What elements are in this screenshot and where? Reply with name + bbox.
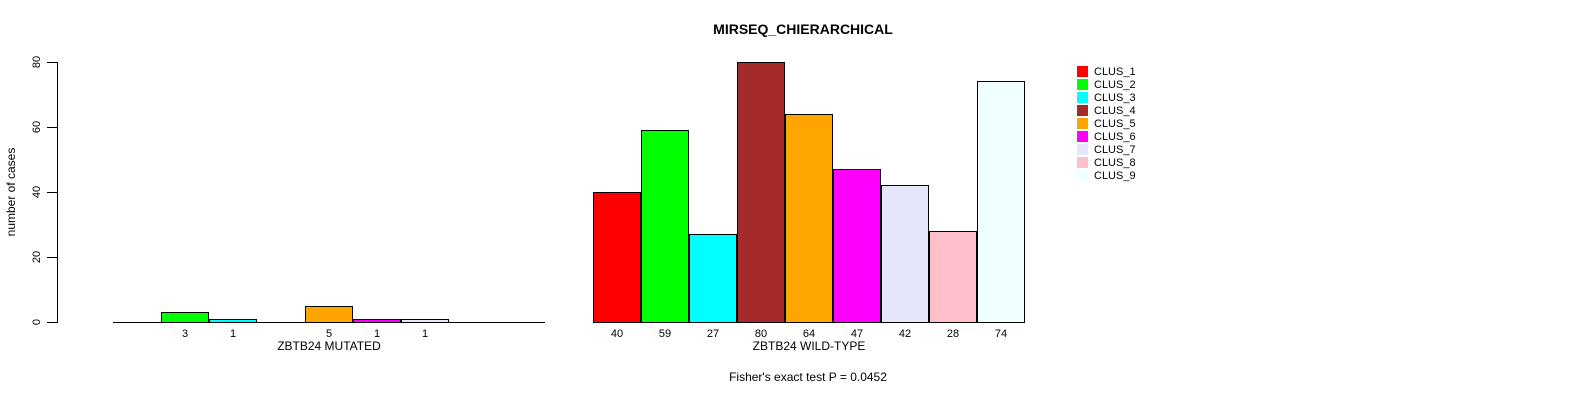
legend-swatch bbox=[1077, 92, 1088, 103]
legend-swatch bbox=[1077, 170, 1088, 181]
bar-value-label: 42 bbox=[898, 328, 912, 340]
annotation-text: Fisher's exact test P = 0.0452 bbox=[729, 370, 887, 384]
bar bbox=[977, 81, 1025, 323]
bar-value-label: 5 bbox=[325, 328, 333, 340]
legend-label: CLUS_1 bbox=[1094, 65, 1136, 78]
bar-value-label: 80 bbox=[754, 328, 768, 340]
bar-value-label: 28 bbox=[946, 328, 960, 340]
bar-value-label: 74 bbox=[994, 328, 1008, 340]
bar bbox=[881, 185, 929, 323]
bar bbox=[785, 114, 833, 323]
legend-label: CLUS_3 bbox=[1094, 91, 1136, 104]
bar-value-label: 1 bbox=[229, 328, 237, 340]
bar-value-label: 27 bbox=[706, 328, 720, 340]
legend-row: CLUS_4 bbox=[1077, 104, 1136, 117]
bar bbox=[689, 234, 737, 323]
group-label: ZBTB24 WILD-TYPE bbox=[752, 339, 866, 353]
bar-value-label: 40 bbox=[610, 328, 624, 340]
y-tick-label: 60 bbox=[31, 120, 43, 134]
bar-value-label: 1 bbox=[373, 328, 381, 340]
bar-value-label: 3 bbox=[181, 328, 189, 340]
legend-label: CLUS_2 bbox=[1094, 78, 1136, 91]
legend-row: CLUS_2 bbox=[1077, 78, 1136, 91]
bar bbox=[593, 192, 641, 323]
bar bbox=[641, 130, 689, 323]
legend-row: CLUS_7 bbox=[1077, 143, 1136, 156]
group-label: ZBTB24 MUTATED bbox=[277, 339, 381, 353]
y-tick-mark bbox=[47, 127, 57, 128]
legend-swatch bbox=[1077, 144, 1088, 155]
legend-row: CLUS_3 bbox=[1077, 91, 1136, 104]
legend-label: CLUS_6 bbox=[1094, 130, 1136, 143]
legend-label: CLUS_5 bbox=[1094, 117, 1136, 130]
legend-swatch bbox=[1077, 66, 1088, 77]
legend-row: CLUS_1 bbox=[1077, 65, 1136, 78]
legend-label: CLUS_9 bbox=[1094, 169, 1136, 182]
y-tick-label: 40 bbox=[31, 185, 43, 199]
legend-row: CLUS_6 bbox=[1077, 130, 1136, 143]
y-tick-mark bbox=[47, 62, 57, 63]
bar bbox=[353, 319, 401, 323]
legend-label: CLUS_8 bbox=[1094, 156, 1136, 169]
bar bbox=[737, 62, 785, 323]
y-tick-label: 20 bbox=[31, 250, 43, 264]
chart-title: MIRSEQ_CHIERARCHICAL bbox=[713, 21, 893, 37]
y-axis-line bbox=[57, 62, 58, 323]
y-tick-mark bbox=[47, 192, 57, 193]
y-tick-mark bbox=[47, 257, 57, 258]
legend: CLUS_1 CLUS_2 CLUS_3 CLUS_4 CLUS_5 CLUS_6 CLUS… bbox=[1077, 65, 1136, 182]
legend-label: CLUS_4 bbox=[1094, 104, 1136, 117]
bar bbox=[929, 231, 977, 323]
bar bbox=[401, 319, 449, 323]
legend-swatch bbox=[1077, 105, 1088, 116]
bar-value-label: 64 bbox=[802, 328, 816, 340]
bar bbox=[305, 306, 353, 323]
y-tick-mark bbox=[47, 322, 57, 323]
legend-label: CLUS_7 bbox=[1094, 143, 1136, 156]
legend-swatch bbox=[1077, 118, 1088, 129]
legend-row: CLUS_9 bbox=[1077, 169, 1136, 182]
y-tick-label: 0 bbox=[31, 318, 43, 326]
legend-row: CLUS_5 bbox=[1077, 117, 1136, 130]
legend-swatch bbox=[1077, 79, 1088, 90]
bar bbox=[161, 312, 209, 323]
legend-swatch bbox=[1077, 131, 1088, 142]
y-axis-title: number of cases bbox=[4, 147, 18, 237]
legend-row: CLUS_8 bbox=[1077, 156, 1136, 169]
bar bbox=[209, 319, 257, 323]
bar-value-label: 1 bbox=[421, 328, 429, 340]
bar-value-label: 47 bbox=[850, 328, 864, 340]
bar bbox=[833, 169, 881, 323]
y-tick-label: 80 bbox=[31, 55, 43, 69]
bar-value-label: 59 bbox=[658, 328, 672, 340]
legend-swatch bbox=[1077, 157, 1088, 168]
